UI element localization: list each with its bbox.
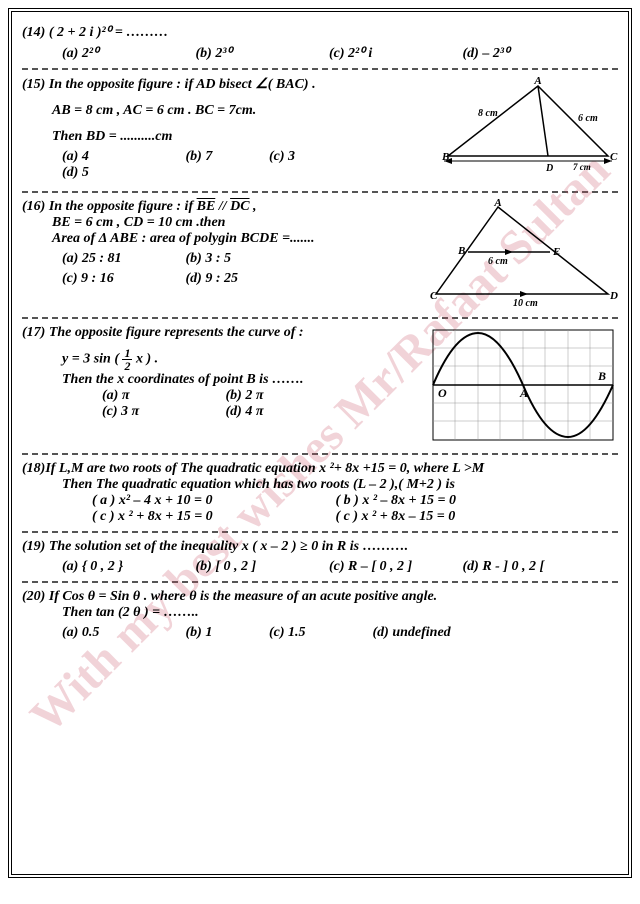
q17: O A B (17) The opposite figure represent… [22,325,618,447]
divider [22,68,618,70]
svg-text:B: B [441,151,449,163]
q20-c: (c) 1.5 [269,625,369,641]
q14-d: (d) – 2³⁰ [463,45,593,62]
q20-l2: Then tan (2 θ ) = …….. [22,605,618,621]
q17-d: (d) 4 π [226,404,264,419]
q15-d: (d) 5 [62,165,182,181]
q19-l1: (19) The solution set of the inequality … [22,539,618,555]
q14-c: (c) 2²⁰ i [329,45,459,62]
q17-figure: O A B [428,325,618,445]
q18: (18)If L,M are two roots of The quadrati… [22,461,618,525]
q20-a: (a) 0.5 [62,625,182,641]
divider [22,453,618,455]
q18-b: ( b ) x ² – 8x + 15 = 0 [336,493,456,508]
svg-text:7 cm: 7 cm [573,162,591,172]
q15-figure: A B C D 8 cm 6 cm 7 cm [438,76,618,176]
q16-b: (b) 3 : 5 [186,251,306,267]
q19-a: (a) { 0 , 2 } [62,559,192,575]
q19-b: (b) [ 0 , 2 ] [196,559,326,575]
svg-text:B: B [457,245,465,257]
q18-c: ( c ) x ² + 8x + 15 = 0 [92,509,332,525]
divider [22,317,618,319]
q16-a: (a) 25 : 81 [62,251,182,267]
q14-options: (a) 2²⁰ (b) 2³⁰ (c) 2²⁰ i (d) – 2³⁰ [22,45,618,62]
svg-text:A: A [533,76,541,87]
q20-l1: (20) If Cos θ = Sin θ . where θ is the m… [22,589,618,605]
svg-text:10 cm: 10 cm [513,298,538,309]
q14-b: (b) 2³⁰ [196,45,326,62]
svg-text:D: D [609,290,618,302]
divider [22,581,618,583]
q19-options: (a) { 0 , 2 } (b) [ 0 , 2 ] (c) R – [ 0 … [22,559,618,575]
svg-text:B: B [597,369,606,383]
q16: A B E C D 6 cm 10 cm (16) In the opposit… [22,199,618,311]
svg-text:E: E [552,246,560,258]
q15-a: (a) 4 [62,149,182,165]
svg-text:A: A [493,199,501,209]
q20: (20) If Cos θ = Sin θ . where θ is the m… [22,589,618,641]
svg-text:A: A [519,386,528,400]
q14-a: (a) 2²⁰ [62,45,192,62]
q18-l1: (18)If L,M are two roots of The quadrati… [22,461,618,477]
svg-text:C: C [610,151,618,163]
svg-text:6 cm: 6 cm [488,256,508,267]
q16-d: (d) 9 : 25 [186,271,306,287]
q17-a: (a) π [102,388,222,404]
q20-b: (b) 1 [186,625,266,641]
q18-row1: ( a ) x² – 4 x + 10 = 0 ( b ) x ² – 8x +… [22,493,618,509]
svg-text:O: O [438,386,447,400]
svg-text:C: C [430,290,438,302]
q16-c: (c) 9 : 16 [62,271,182,287]
q18-a: ( a ) x² – 4 x + 10 = 0 [92,493,332,509]
q17-b: (b) 2 π [226,388,264,403]
q19-d: (d) R - ] 0 , 2 [ [463,559,593,575]
q19: (19) The solution set of the inequality … [22,539,618,575]
q15: A B C D 8 cm 6 cm 7 cm (15) In the oppos… [22,76,618,185]
q15-c: (c) 3 [269,149,349,165]
svg-text:8 cm: 8 cm [478,108,498,119]
exam-page: With my best wishes Mr/Rafaat Sultan (14… [8,8,632,878]
svg-text:D: D [545,163,553,174]
q18-row2: ( c ) x ² + 8x + 15 = 0 ( c ) x ² + 8x –… [22,509,618,525]
q15-b: (b) 7 [186,149,266,165]
q14: (14) ( 2 + 2 i )²⁰ = ……… (a) 2²⁰ (b) 2³⁰… [22,24,618,62]
q19-c: (c) R – [ 0 , 2 ] [329,559,459,575]
q20-options: (a) 0.5 (b) 1 (c) 1.5 (d) undefined [22,625,618,641]
q14-stem: (14) ( 2 + 2 i )²⁰ = ……… [22,24,618,41]
q18-l2: Then The quadratic equation which has tw… [22,477,618,493]
q17-c: (c) 3 π [102,404,222,420]
divider [22,191,618,193]
svg-text:6 cm: 6 cm [578,113,598,124]
q20-d: (d) undefined [373,625,493,641]
q18-d: ( c ) x ² + 8x – 15 = 0 [336,509,456,524]
q16-figure: A B E C D 6 cm 10 cm [428,199,618,309]
divider [22,531,618,533]
